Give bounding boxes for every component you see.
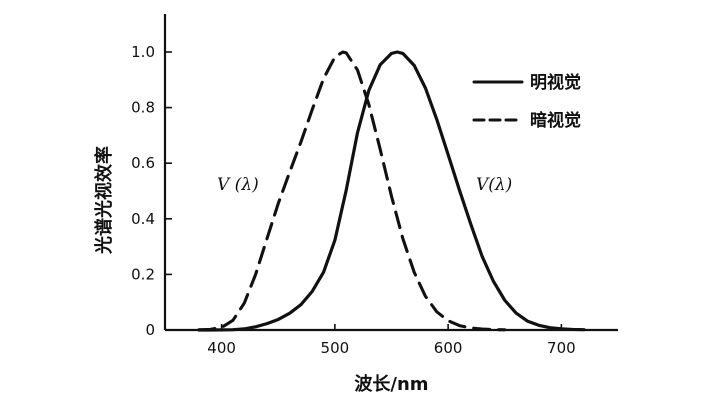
- legend-photopic-label: 明视觉: [530, 72, 581, 93]
- legend-scotopic-label: 暗视觉: [530, 110, 581, 131]
- y-tick-label: 0.2: [131, 265, 155, 283]
- annotations-layer: V (λ) V(λ): [217, 175, 512, 195]
- y-axis-title: 光谱光视效率: [93, 146, 115, 255]
- y-tick-label: 1.0: [131, 43, 155, 61]
- y-tick-label: 0.4: [131, 210, 155, 228]
- x-axis-title: 波长/nm: [354, 373, 428, 395]
- y-tick-label: 0.6: [131, 154, 155, 172]
- ticks-layer: 400 500 600 700 0 0.2 0.4 0.6 0.8 1.0: [131, 43, 576, 357]
- photopic-series-line: [197, 50, 586, 332]
- labels-layer: 波长/nm 光谱光视效率: [93, 146, 429, 395]
- series-layer: [197, 50, 586, 332]
- x-tick-label: 500: [321, 339, 350, 357]
- y-tick-label: 0.8: [131, 99, 155, 117]
- y-tick-label: 0: [145, 321, 155, 339]
- x-tick-label: 400: [207, 339, 236, 357]
- annotation-photopic-v-lambda: V(λ): [476, 175, 512, 195]
- scotopic-series-line: [197, 50, 507, 332]
- axes-layer: [163, 14, 618, 332]
- annotation-scotopic-v-lambda: V (λ): [217, 175, 259, 195]
- x-tick-label: 600: [434, 339, 463, 357]
- x-tick-label: 700: [547, 339, 576, 357]
- legend: 明视觉 暗视觉: [472, 72, 581, 131]
